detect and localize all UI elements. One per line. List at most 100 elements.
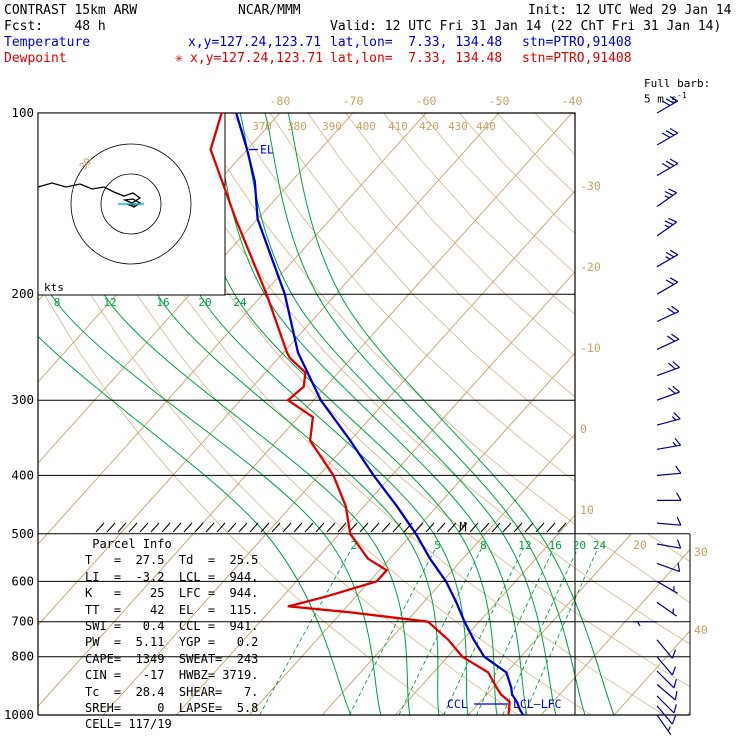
- moist-adiabat-label: 16: [156, 296, 169, 309]
- wind-barb-full: [666, 307, 676, 314]
- hatch-tick: [95, 522, 105, 533]
- hatch-tick: [359, 522, 369, 533]
- pressure-axis-label: 700: [11, 614, 34, 629]
- isotherm-label-top: -70: [343, 94, 364, 108]
- hatch-tick: [183, 522, 193, 533]
- pressure-axis-label: 300: [11, 392, 34, 407]
- hatch-tick: [117, 522, 127, 533]
- wind-barb-full: [669, 127, 679, 134]
- hatch-tick: [370, 522, 380, 533]
- dewpoint-legend-label: Dewpoint: [4, 51, 67, 66]
- hatch-tick: [447, 522, 457, 533]
- plot-border: [37, 112, 576, 715]
- dewpoint-station: stn=PTRO,91408: [522, 51, 632, 66]
- center-name: NCAR/MMM: [238, 3, 301, 18]
- wind-barb-staff: [656, 543, 681, 549]
- header-row-2: Fcst: 48 h Valid: 12 UTC Fri 31 Jan 14 (…: [0, 19, 740, 35]
- isotherm-line: [102, 113, 646, 715]
- hatch-tick: [293, 522, 303, 533]
- mixing-ratio-label: 5: [434, 539, 441, 552]
- dry-adiabat-line: [572, 113, 690, 715]
- melting-level-label: M: [459, 520, 466, 534]
- wind-barb-half: [664, 224, 670, 228]
- wind-barb-staff: [656, 684, 676, 701]
- wind-barb-staff: [656, 100, 679, 114]
- init-time: Init: 12 UTC Wed 29 Jan 14: [528, 3, 732, 18]
- moist-adiabat-label: 20: [198, 296, 211, 309]
- wind-barb-full: [669, 249, 679, 256]
- pressure-axis-label: 100: [11, 105, 34, 120]
- moist-adiabat-line: [212, 113, 528, 715]
- isotherm-label-top: -50: [489, 94, 510, 108]
- wind-barb-full: [675, 465, 682, 474]
- wind-barb-half: [636, 621, 641, 627]
- dry-adiabat-line: [421, 113, 690, 715]
- wind-barb-full: [671, 666, 677, 676]
- isotherm-line: [38, 113, 573, 715]
- mixing-ratio-label: 8: [480, 539, 487, 552]
- hatch-tick: [436, 522, 446, 533]
- hodograph-inset: [37, 112, 226, 296]
- hodograph-units-label: kts: [44, 281, 64, 294]
- theta-label: 390: [322, 120, 342, 133]
- wind-barb-half: [664, 195, 670, 199]
- wind-barb-full: [672, 361, 680, 368]
- hatch-tick: [491, 522, 501, 533]
- parcel-info-line: LI = -3.2 LCL = 944.: [85, 569, 259, 584]
- wind-barb-staff: [656, 444, 681, 450]
- hodograph-ring: [70, 143, 192, 265]
- wind-barb-staff: [656, 254, 679, 268]
- pressure-axis-label: 200: [11, 286, 34, 301]
- temperature-xy: x,y=127.24,123.71: [188, 35, 322, 50]
- wind-barb-full: [673, 704, 677, 714]
- hatch-tick: [304, 522, 314, 533]
- theta-label: 400: [356, 120, 376, 133]
- wind-barb-half: [672, 441, 677, 447]
- theta-label: 440: [476, 120, 496, 133]
- wind-barb-staff: [656, 601, 678, 617]
- wind-barb-staff: [656, 310, 680, 323]
- wind-barb-staff: [656, 418, 681, 426]
- isotherm-label-top: -60: [416, 94, 437, 108]
- isotherm-label-right: -10: [580, 341, 601, 355]
- hatch-tick: [139, 522, 149, 533]
- isotherm-label-right: -20: [580, 260, 601, 274]
- parcel-info-line: CIN = -17 HWBZ= 3719.: [85, 668, 259, 683]
- wind-barb-staff: [656, 670, 675, 689]
- mixing-ratio-line: [398, 548, 482, 715]
- hatch-tick: [216, 522, 226, 533]
- temperature-station: stn=PTRO,91408: [522, 35, 632, 50]
- parcel-info-block: Parcel Info T = 27.5 Td = 25.5 LI = -3.2 L…: [85, 536, 258, 733]
- hatch-tick: [480, 522, 490, 533]
- wind-barb-full: [665, 130, 675, 136]
- moist-adiabat-line: [239, 113, 557, 715]
- parcel-info-line: TT = 42 EL = 115.: [85, 602, 259, 617]
- isotherm-line: [321, 113, 690, 715]
- wind-barb-full: [668, 188, 677, 194]
- hatch-tick: [194, 522, 204, 533]
- moist-adiabat-line: [287, 113, 615, 715]
- moist-adiabat-line: [264, 113, 586, 715]
- isotherm-line: [613, 113, 690, 715]
- wind-barb-full: [671, 649, 677, 659]
- mixing-ratio-label: 2: [350, 539, 357, 552]
- mixing-ratio-line: [348, 548, 436, 715]
- pressure-axis-label: 600: [11, 573, 34, 588]
- wind-barb-full: [668, 217, 677, 223]
- moist-adiabat-line: [38, 113, 382, 715]
- wind-barb-full: [675, 492, 682, 501]
- wind-barb-full: [677, 539, 682, 549]
- wind-barb-full: [661, 100, 671, 107]
- dry-adiabat-line: [231, 113, 690, 715]
- lcl-lfc-label: LCL—LFC: [513, 697, 562, 711]
- ccl-label: CCL: [447, 697, 468, 711]
- dewpoint-xy: x,y=127.24,123.71: [190, 51, 324, 66]
- temperature-latlon: lat,lon= 7.33, 134.48: [330, 35, 503, 50]
- wind-barb-full: [665, 98, 675, 104]
- dry-adiabat-line: [383, 113, 690, 715]
- parcel-info-line: CELL= 117/19: [85, 717, 172, 732]
- el-label: EL: [260, 143, 274, 157]
- wind-barb-full: [671, 305, 680, 312]
- parcel-info-line: Tc = 28.4 SHEAR= 7.: [85, 684, 259, 699]
